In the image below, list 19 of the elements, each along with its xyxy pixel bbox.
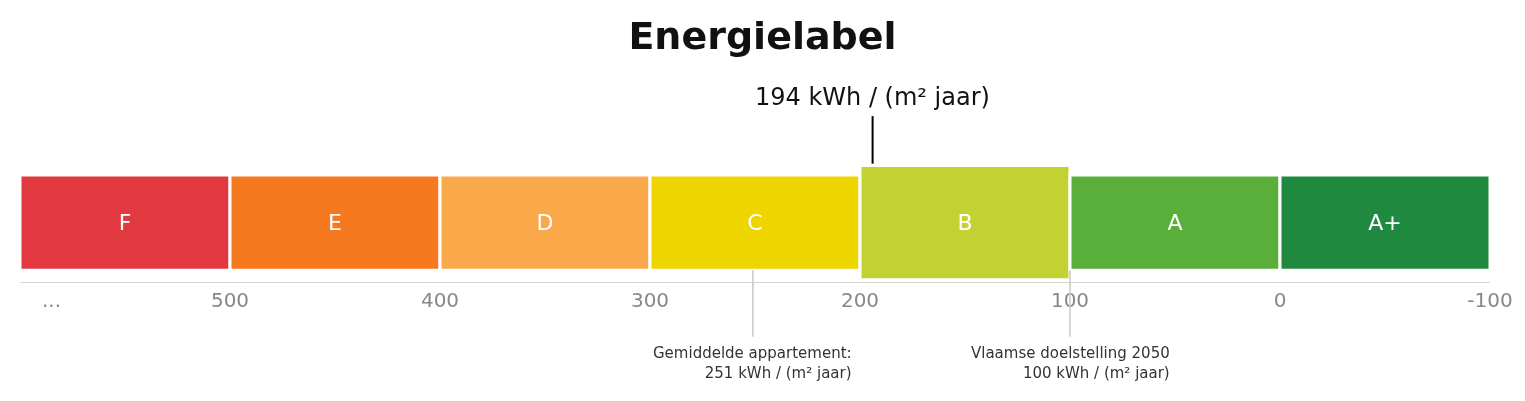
x-tick-label: 200 <box>840 287 880 312</box>
x-tick-label: 500 <box>210 287 250 312</box>
x-tick-label: 0 <box>1273 287 1287 312</box>
series-label: B <box>957 210 973 236</box>
x-tick-label: ... <box>41 287 62 312</box>
x-tick-label: 300 <box>630 287 670 312</box>
x-tick-label: -100 <box>1467 287 1513 312</box>
x-tick-label: 400 <box>420 287 460 312</box>
ref-line-label: Vlaamse doelstelling 2050 100 kWh / (m² jaar) <box>971 344 1170 382</box>
series-label: E <box>328 210 342 236</box>
x-tick-label: 100 <box>1050 287 1090 312</box>
series-label: C <box>747 210 763 236</box>
ref-line-label: 194 kWh / (m² jaar) <box>755 83 990 111</box>
series-label: D <box>536 210 554 236</box>
series-label: F <box>118 210 132 236</box>
series-label: A <box>1167 210 1183 236</box>
ref-line-label: Gemiddelde appartement: 251 kWh / (m² jaar) <box>653 344 852 382</box>
series-label: A+ <box>1368 210 1402 236</box>
chart-title: Energielabel <box>628 14 897 59</box>
